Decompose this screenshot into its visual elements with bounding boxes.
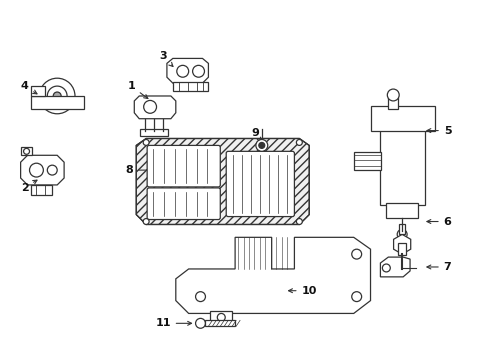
Circle shape (40, 78, 75, 114)
FancyBboxPatch shape (147, 188, 220, 220)
Bar (205, 320, 235, 326)
Circle shape (47, 86, 67, 106)
Bar (210, 311, 232, 323)
Circle shape (29, 163, 43, 177)
Bar (20, 147, 32, 155)
Circle shape (296, 219, 302, 225)
Bar (370, 106, 434, 131)
Bar (30, 185, 52, 195)
Circle shape (143, 219, 149, 225)
Circle shape (351, 292, 361, 302)
Polygon shape (166, 58, 208, 83)
Polygon shape (20, 155, 64, 185)
Circle shape (258, 143, 264, 148)
Bar (30, 86, 45, 96)
FancyBboxPatch shape (147, 145, 220, 187)
Circle shape (217, 314, 225, 321)
Bar (386, 203, 417, 217)
Text: 4: 4 (20, 81, 37, 94)
Text: 6: 6 (426, 216, 450, 226)
Circle shape (53, 92, 61, 100)
FancyBboxPatch shape (226, 151, 294, 217)
Text: 7: 7 (426, 262, 450, 272)
Text: 3: 3 (159, 51, 173, 67)
Text: 9: 9 (250, 127, 261, 141)
Bar (353, 152, 381, 170)
Bar (140, 129, 167, 135)
Circle shape (195, 318, 205, 328)
Text: 8: 8 (125, 165, 164, 175)
Bar (30, 96, 84, 109)
Circle shape (382, 264, 389, 272)
Text: 2: 2 (20, 180, 37, 193)
Circle shape (47, 165, 57, 175)
Circle shape (386, 89, 398, 101)
Polygon shape (176, 237, 370, 314)
Circle shape (396, 229, 407, 239)
Circle shape (23, 148, 29, 154)
Circle shape (177, 66, 188, 77)
Bar (397, 243, 405, 255)
Bar (380, 118, 424, 205)
Circle shape (192, 66, 204, 77)
Polygon shape (393, 234, 410, 254)
Circle shape (143, 100, 156, 113)
Text: 5: 5 (426, 126, 450, 136)
Text: 10: 10 (288, 286, 316, 296)
Text: 1: 1 (127, 81, 147, 99)
Bar (172, 82, 208, 91)
Polygon shape (134, 96, 176, 119)
Polygon shape (136, 139, 308, 225)
Text: 11: 11 (155, 318, 191, 328)
Circle shape (296, 139, 302, 145)
Circle shape (195, 292, 205, 302)
Polygon shape (380, 257, 409, 277)
Circle shape (351, 249, 361, 259)
Circle shape (143, 139, 149, 145)
Bar (387, 97, 397, 109)
Circle shape (255, 139, 267, 151)
Bar (398, 225, 404, 234)
